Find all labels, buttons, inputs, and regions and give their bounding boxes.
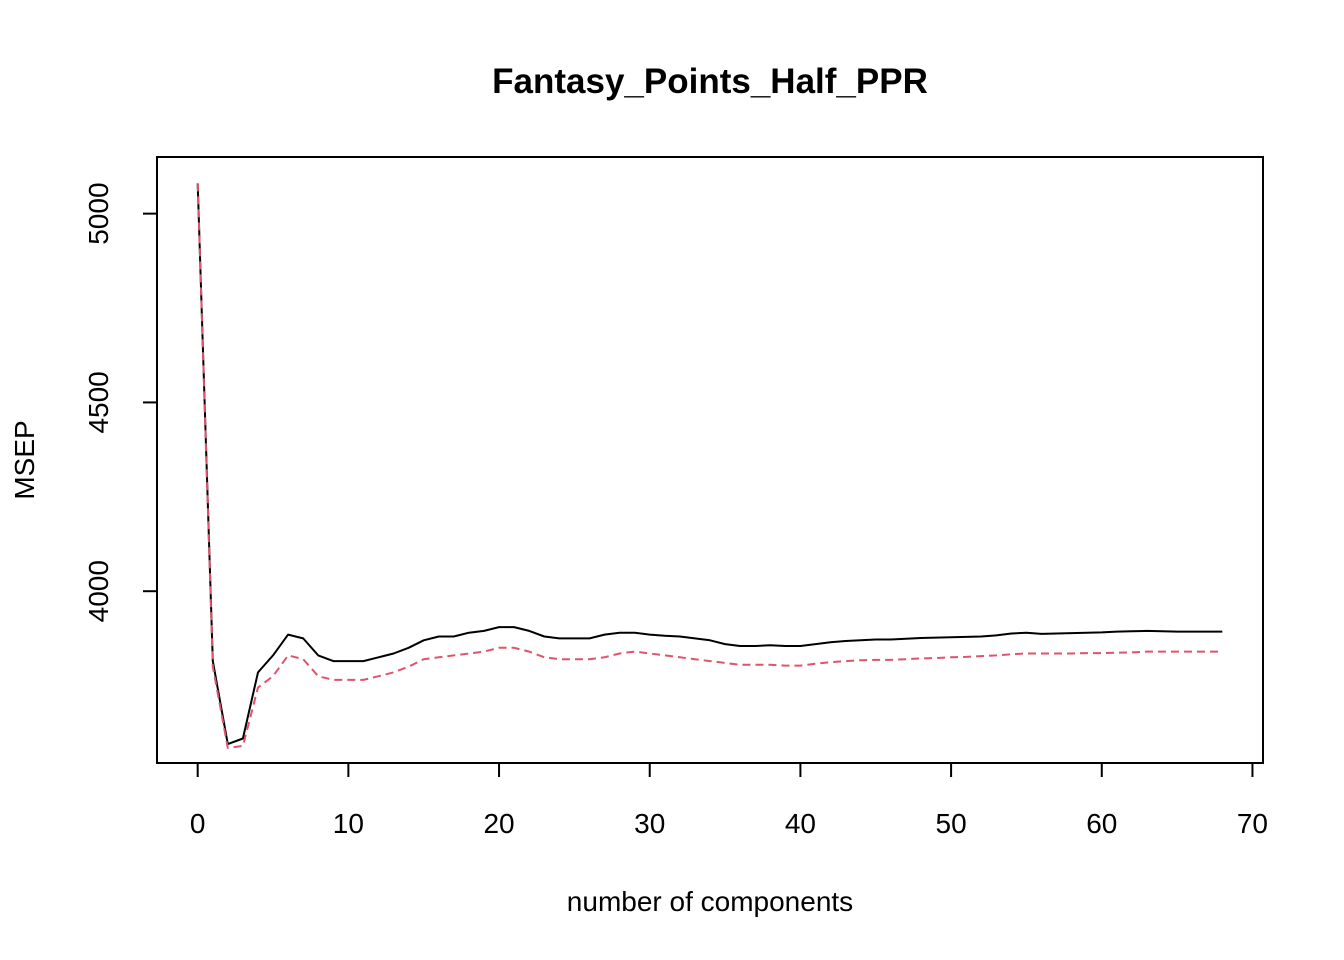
x-tick-label: 70	[1237, 808, 1268, 839]
x-tick-label: 10	[333, 808, 364, 839]
plot-frame	[156, 156, 1264, 764]
y-tick-label: 5000	[83, 182, 114, 244]
series-layer	[196, 183, 1223, 749]
chart-title: Fantasy_Points_Half_PPR	[492, 62, 928, 101]
x-axis-label: number of components	[567, 886, 853, 917]
y-tick-label: 4500	[83, 371, 114, 433]
y-axis: 4000 4500 5000	[83, 182, 158, 622]
x-tick-label: 60	[1086, 808, 1117, 839]
x-tick-label: 40	[785, 808, 816, 839]
series-line-1	[196, 183, 1223, 746]
series-line-2	[196, 183, 1223, 749]
x-tick-label: 30	[634, 808, 665, 839]
y-tick-label: 4000	[83, 560, 114, 622]
x-tick-label: 50	[936, 808, 967, 839]
y-axis-label: MSEP	[9, 420, 40, 499]
x-tick-label: 20	[483, 808, 514, 839]
x-tick-label: 0	[190, 808, 206, 839]
x-axis: 0 10 20 30 40 50 60 70	[190, 762, 1268, 839]
